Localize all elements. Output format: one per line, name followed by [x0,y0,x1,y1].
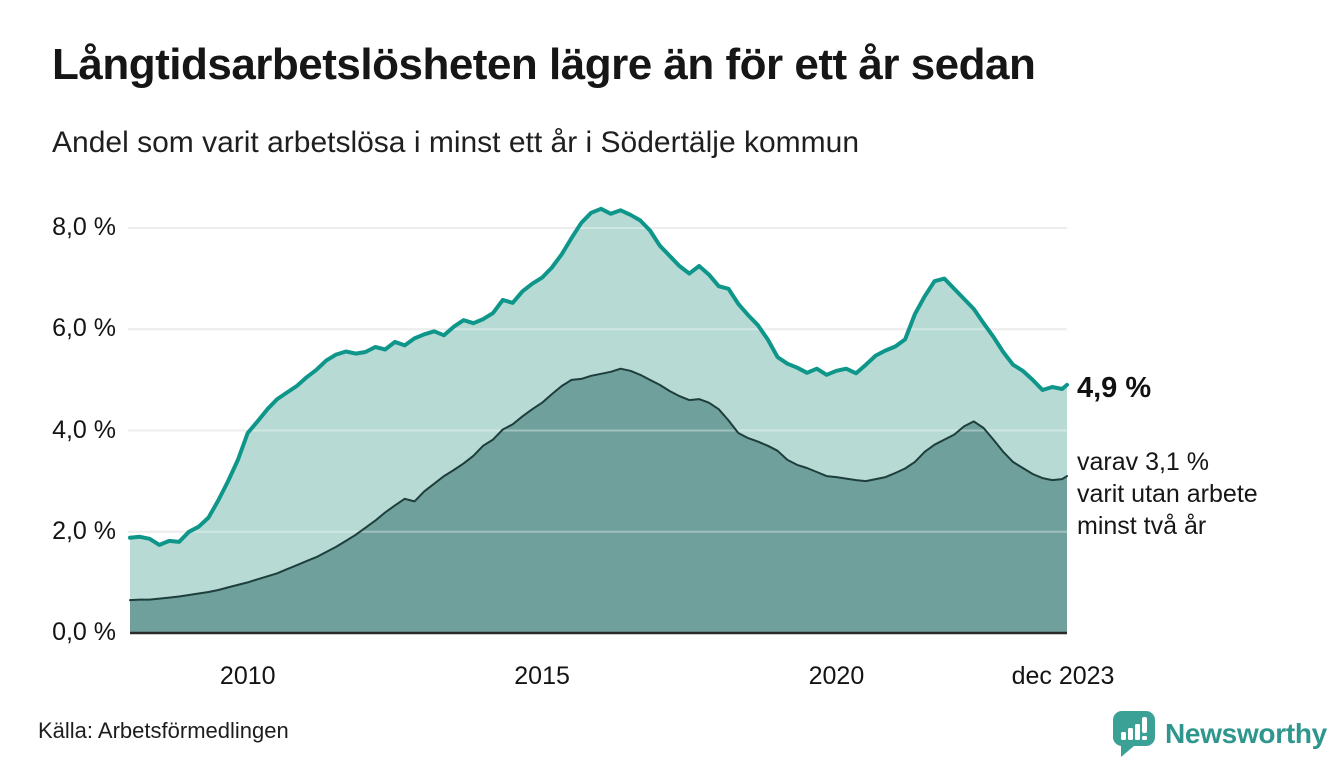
source-note: Källa: Arbetsförmedlingen [38,718,289,743]
latest-value-label: 4,9 % [1077,372,1152,404]
y-tick-label: 6,0 % [52,314,116,343]
newsworthy-logo: Newsworthy [1112,710,1327,758]
annotation-line-2: varit utan arbete [1077,480,1258,508]
x-tick-label: 2020 [808,662,865,690]
annotation-detail: varav 3,1 % varit utan arbete minst två … [1077,446,1258,542]
x-tick-label: 2010 [219,662,276,690]
y-tick-label: 0,0 % [52,618,116,646]
x-tick-label: dec 2023 [1011,662,1115,690]
line-total-one-year [128,206,1069,547]
newsworthy-wordmark: Newsworthy [1165,718,1327,749]
newsworthy-icon [1112,711,1155,757]
annotation-line-1: varav 3,1 % [1077,448,1210,476]
page-title: Långtidsarbetslösheten lägre än för ett … [52,40,1036,89]
y-tick-label: 2,0 % [52,516,116,545]
area-two-years [130,368,1067,633]
y-tick-label: 8,0 % [52,213,116,241]
line-two-years [129,367,1068,602]
x-tick-label: 2015 [514,662,570,690]
y-tick-label: 4,0 % [52,415,116,444]
chart-subtitle: Andel som varit arbetslösa i minst ett å… [52,126,859,159]
annotation-line-3: minst två år [1077,512,1207,540]
